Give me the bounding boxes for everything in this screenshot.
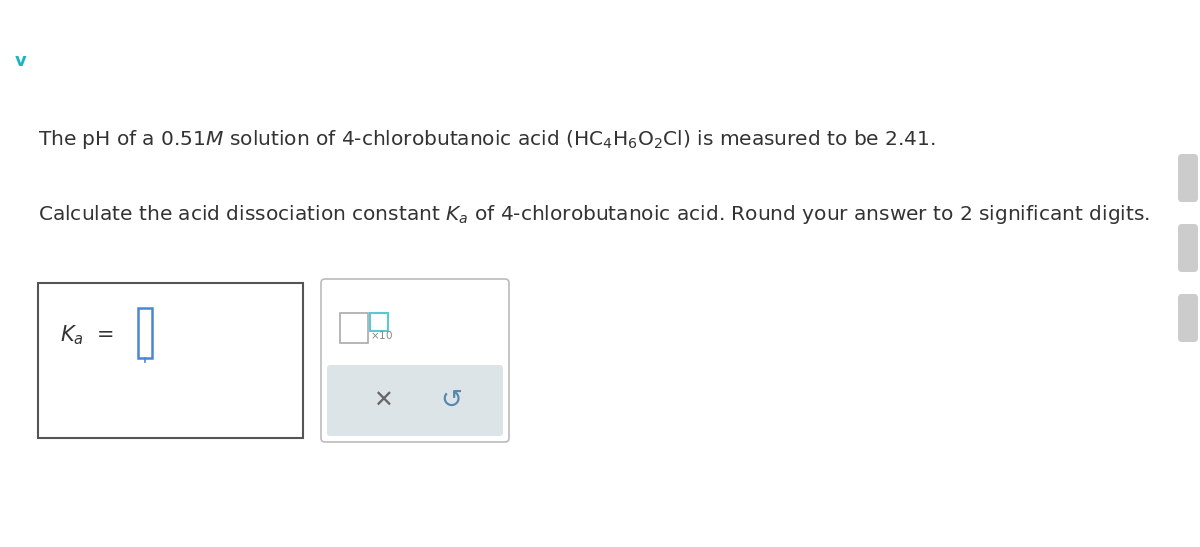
Text: ✕: ✕ (373, 388, 392, 412)
Bar (38, 283, 302, 438)
Bar (340, 313, 368, 343)
Text: ↺: ↺ (440, 387, 462, 414)
FancyBboxPatch shape (1178, 224, 1198, 272)
Text: Calculating the Ka of a weak acid from pH: Calculating the Ka of a weak acid from p… (58, 11, 438, 26)
FancyBboxPatch shape (322, 279, 509, 442)
FancyBboxPatch shape (1178, 294, 1198, 342)
Bar (138, 308, 152, 358)
Text: The pH of a 0.51$\mathit{M}$ solution of 4-chlorobutanoic acid $\left(\mathrm{HC: The pH of a 0.51$\mathit{M}$ solution of… (38, 128, 936, 151)
Text: $\times$10: $\times$10 (370, 329, 394, 341)
Bar (370, 313, 388, 331)
Text: Calculate the acid dissociation constant $K_a$ of 4-chlorobutanoic acid. Round y: Calculate the acid dissociation constant… (38, 203, 1150, 226)
FancyBboxPatch shape (326, 365, 503, 436)
Text: v: v (16, 52, 26, 70)
FancyBboxPatch shape (1178, 154, 1198, 202)
Text: $K_a$  =: $K_a$ = (60, 323, 114, 347)
